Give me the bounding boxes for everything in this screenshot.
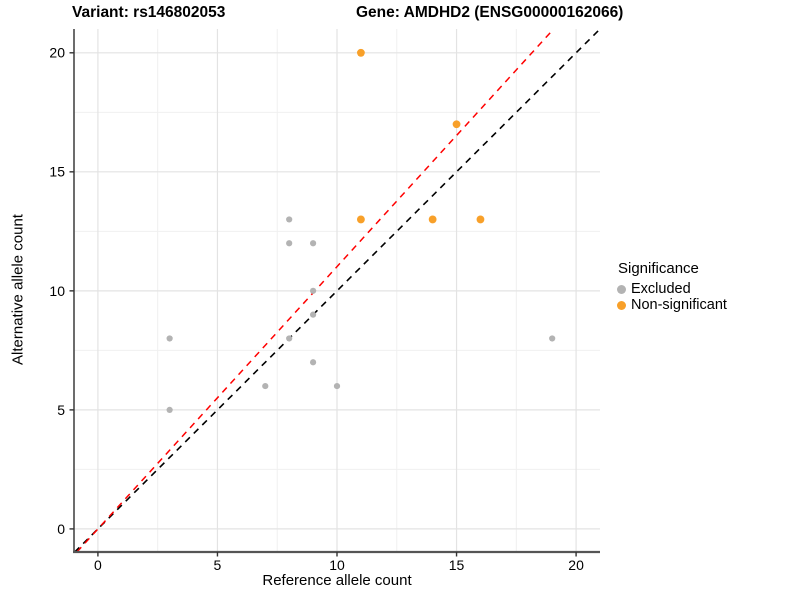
data-point-non-significant [357,48,365,57]
legend-label-non-significant: Non-significant [631,297,727,313]
x-tick-label: 15 [449,557,465,573]
x-tick-label: 5 [214,557,222,573]
data-point-excluded [549,335,556,342]
legend-label-excluded: Excluded [631,281,691,297]
y-tick-label: 20 [49,45,65,61]
y-tick-label: 5 [57,402,65,418]
data-point-non-significant [357,215,365,224]
data-point-excluded [309,359,317,366]
data-point-excluded [286,335,293,342]
legend-item-excluded: Excluded [617,281,727,297]
y-tick-label: 10 [49,283,65,299]
data-point-excluded [262,382,269,390]
gene-title: Gene: AMDHD2 (ENSG00000162066) [356,4,624,21]
data-point-excluded [166,406,173,413]
y-axis-title: Alternative allele count [9,214,27,365]
legend-title: Significance [618,260,699,277]
excluded-dot-icon [617,284,626,294]
x-tick-label: 20 [568,557,584,573]
data-point-excluded [286,216,293,223]
data-point-excluded [309,287,317,294]
data-point-non-significant [476,215,485,224]
x-axis-title: Reference allele count [262,572,412,589]
x-tick-label: 0 [94,557,102,573]
data-point-excluded [333,382,341,390]
y-tick-label: 0 [57,521,65,537]
non-significant-dot-icon [617,300,626,310]
data-point-excluded [309,311,317,318]
variant-title: Variant: rs146802053 [72,4,226,21]
data-point-excluded [166,335,173,342]
y-tick-label: 15 [49,164,65,180]
legend-item-non-significant: Non-significant [617,297,727,313]
data-point-excluded [286,240,293,247]
data-point-non-significant [428,215,437,224]
legend: Significance Excluded Non-significant [617,260,727,313]
data-point-excluded [309,240,317,247]
identity-line [74,28,601,553]
x-tick-label: 10 [329,557,345,573]
data-point-non-significant [452,120,461,129]
